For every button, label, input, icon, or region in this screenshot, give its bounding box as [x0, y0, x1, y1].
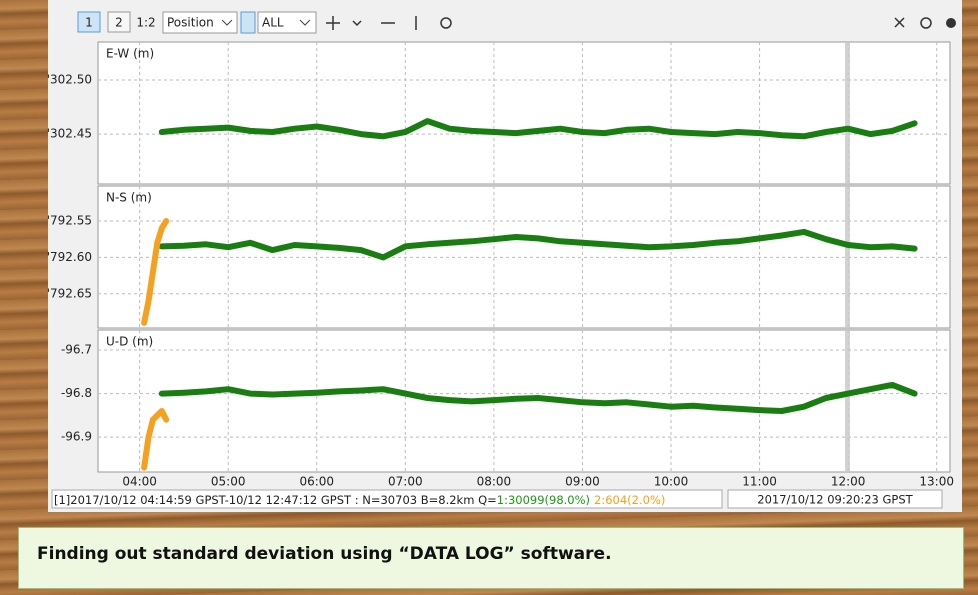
x-tick-label: 13:00 [919, 475, 954, 489]
trace [158, 228, 918, 261]
toggle[interactable] [240, 11, 256, 34]
plot-area [97, 41, 951, 185]
status-q1: 1:30099(98.0%) [497, 493, 590, 507]
status-q2: 2:604(2.0%) [594, 493, 665, 507]
y-tick-label: '792.55 [47, 213, 92, 227]
x-tick-label: 11:00 [742, 475, 777, 489]
plot-type-select[interactable] [162, 11, 238, 34]
x-tick-label: 09:00 [565, 475, 600, 489]
caption: Finding out standard deviation using “DA… [18, 527, 964, 589]
x-tick-label: 12:00 [831, 475, 866, 489]
cursor-line [845, 186, 850, 328]
cursor-line [845, 330, 850, 472]
y-axis-label: U-D (m) [106, 335, 153, 349]
filter-select[interactable] [257, 11, 317, 34]
y-tick-label: '302.45 [47, 127, 92, 141]
button-label: 1 [85, 16, 93, 30]
trace [141, 218, 170, 326]
dropdown-arrow [299, 19, 311, 26]
button-1[interactable] [77, 11, 101, 33]
trace [158, 118, 918, 140]
screenshot: 1 2 1:2 Position ALL [1]2017/10/12 04:14… [47, 0, 962, 512]
status-box [727, 489, 943, 509]
x-tick-label: 08:00 [477, 475, 512, 489]
status-time: 2017/10/12 09:20:23 GPST [757, 493, 913, 507]
refresh-icon[interactable] [920, 17, 932, 29]
status-info: [1]2017/10/12 04:14:59 GPST-10/12 12:47:… [54, 493, 497, 507]
y-axis-label: N-S (m) [106, 191, 152, 205]
button-label: 2 [115, 16, 123, 30]
toolbar-icons[interactable] [326, 16, 452, 30]
y-tick-label: -96.7 [61, 343, 92, 357]
x-tick-label: 05:00 [211, 475, 246, 489]
y-tick-label: '792.60 [47, 250, 92, 264]
status-box [51, 489, 723, 509]
filter: ALL [262, 16, 284, 30]
settings-icon[interactable] [946, 18, 956, 28]
y-tick-label: -96.8 [61, 386, 92, 400]
button-2[interactable] [107, 11, 131, 33]
y-tick-label: '792.65 [47, 286, 92, 300]
x-tick-label: 07:00 [388, 475, 423, 489]
plot-type: Position [167, 16, 214, 30]
y-tick-label: '302.50 [47, 72, 92, 86]
trace [141, 408, 170, 471]
status-text: [1]2017/10/12 04:14:59 GPST-10/12 12:47:… [54, 493, 665, 507]
x-tick-label: 06:00 [299, 475, 334, 489]
button-label[interactable]: 1:2 [136, 16, 155, 30]
x-tick-label: 10:00 [654, 475, 689, 489]
y-tick-label: -96.9 [61, 430, 92, 444]
dropdown-arrow [221, 19, 233, 26]
y-axis-label: E-W (m) [106, 47, 154, 61]
cursor-line [845, 42, 850, 184]
close-icon[interactable] [894, 17, 905, 28]
trace [158, 381, 918, 414]
x-tick-label: 04:00 [122, 475, 157, 489]
